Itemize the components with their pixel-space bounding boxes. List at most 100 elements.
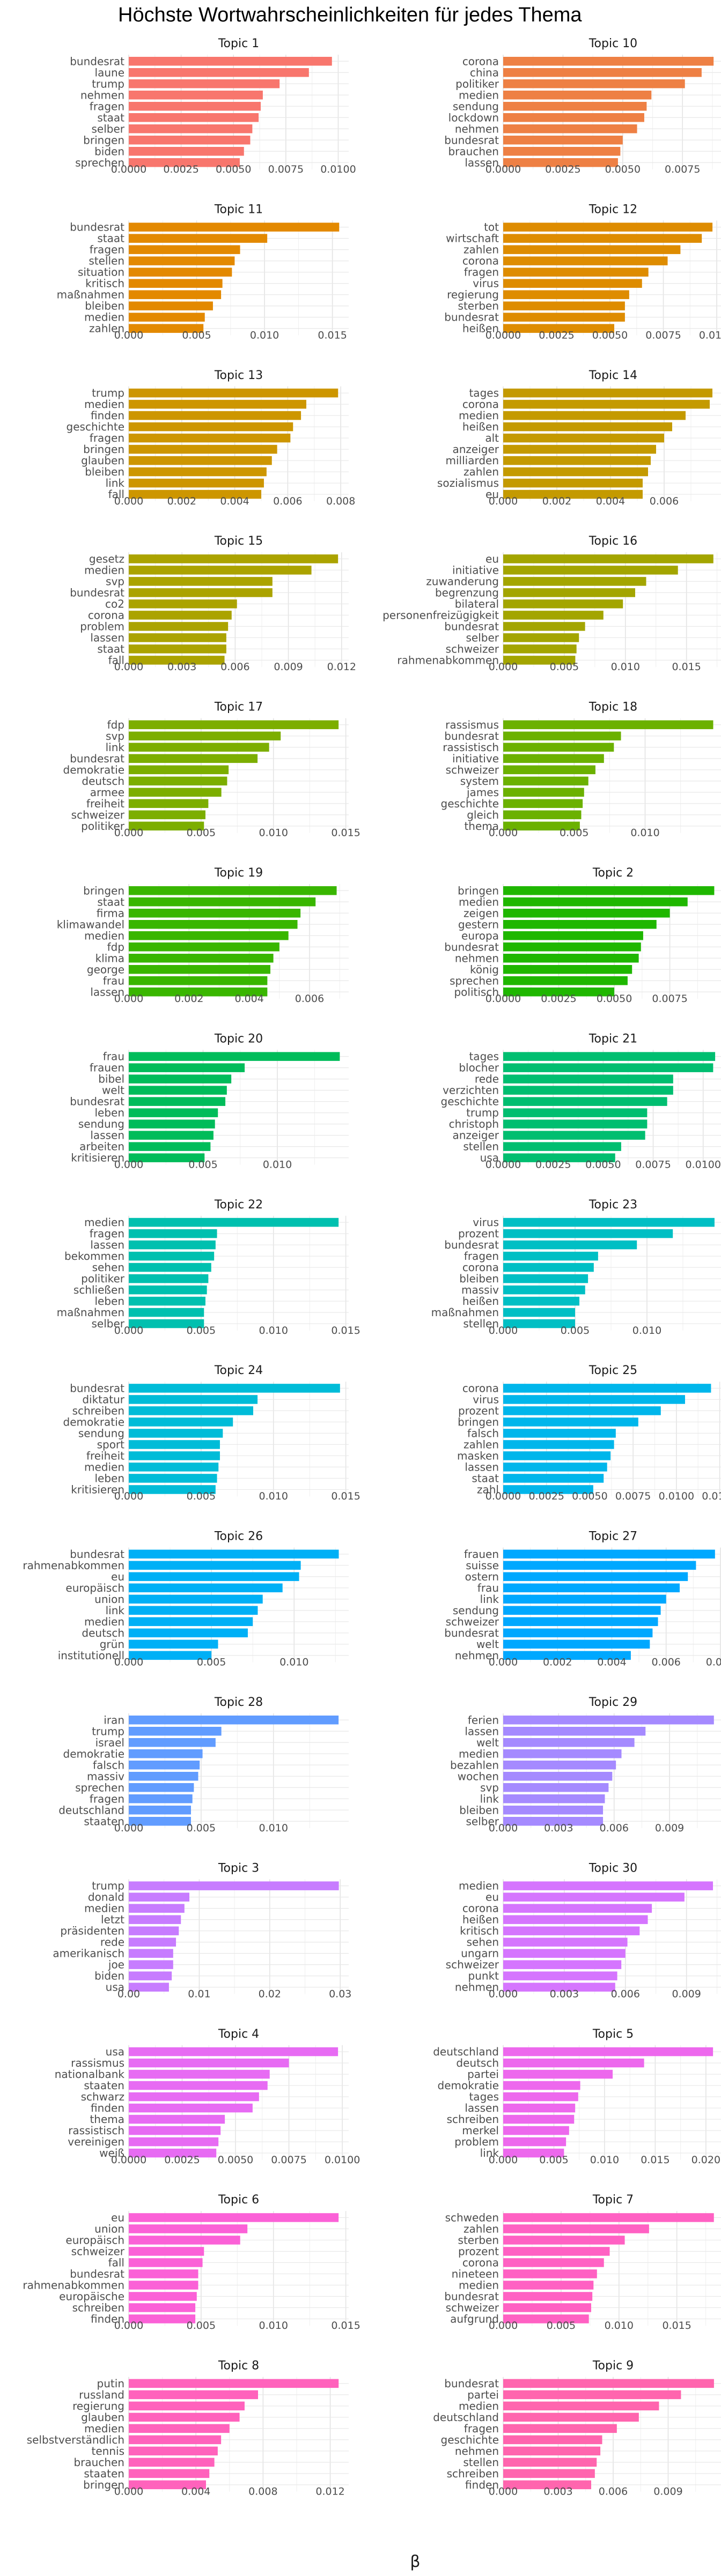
panel-title: Topic 9: [592, 2359, 634, 2373]
category-label: medien: [84, 1460, 124, 1473]
bar-demokratie: [129, 765, 229, 775]
bar-medien: [503, 1749, 622, 1758]
x-tick-label: 0.015: [331, 1490, 360, 1502]
category-label: zeigen: [464, 907, 499, 919]
panel-title: Topic 13: [214, 369, 263, 382]
category-label: lassen: [90, 1129, 124, 1142]
category-label: stellen: [89, 255, 124, 268]
bar-zahlen: [129, 324, 204, 333]
category-label: joe: [108, 1958, 124, 1971]
bar-blocher: [503, 1063, 713, 1072]
panel-topic-5: Topic 5 deutschlanddeutschparteidemokrati…: [433, 2028, 721, 2166]
category-label: union: [94, 2222, 124, 2235]
category-label: kritisieren: [71, 1152, 124, 1164]
bar-medien: [503, 2401, 659, 2411]
figure-title: Höchste Wortwahrscheinlichkeiten für jed…: [118, 4, 582, 26]
panel-topic-30: Topic 30 medieneucoronaheißenkritischsehe…: [446, 1861, 721, 2000]
panel-topic-10: Topic 10 coronachinapolitikermediensendun…: [444, 37, 721, 175]
bar-link: [129, 478, 264, 488]
panel-topic-18: Topic 18 rassismusbundesratrassistischini…: [441, 701, 721, 839]
x-tick-label: 0.03: [329, 1988, 351, 2000]
x-tick-label: 0.008: [706, 1657, 721, 1668]
category-label: staat: [97, 232, 124, 245]
category-label: frauen: [464, 1548, 499, 1561]
category-label: donald: [88, 1891, 124, 1904]
bar-medien: [129, 931, 289, 940]
bar-medien: [129, 1904, 185, 1913]
category-label: laune: [95, 66, 124, 79]
category-label: finden: [91, 409, 124, 422]
bar-bundesrat: [503, 136, 623, 145]
bar-trump: [129, 1881, 339, 1890]
bar-maßnahmen: [129, 1308, 204, 1317]
category-label: lockdown: [448, 111, 499, 124]
bar-corona: [503, 1263, 594, 1272]
category-label: welt: [476, 1638, 499, 1651]
category-label: trump: [92, 1880, 124, 1892]
x-tick-label: 0.0100: [659, 1490, 694, 1502]
category-label: medien: [459, 895, 499, 908]
bar-grün: [129, 1639, 218, 1649]
category-label: prozent: [458, 1227, 499, 1240]
bar-trump: [129, 79, 280, 88]
bar-frau: [503, 1583, 680, 1593]
category-label: bringen: [83, 2478, 124, 2491]
category-label: medien: [84, 2422, 124, 2435]
category-label: sendung: [78, 1427, 124, 1439]
x-tick-label: 0.002: [543, 1657, 572, 1668]
bar-fragen: [503, 2424, 617, 2433]
bar-europäische: [129, 2292, 197, 2301]
category-label: fragen: [90, 243, 124, 256]
category-label: regierung: [72, 2400, 124, 2412]
bar-bundesrat: [503, 731, 621, 741]
bar-biden: [129, 147, 244, 156]
x-tick-label: 0.0125: [702, 1490, 721, 1502]
panel-topic-2: Topic 2 bringenmedienzeigengesterneuropab…: [444, 866, 721, 1005]
bar-klimawandel: [129, 920, 298, 929]
category-label: aufgrund: [450, 2312, 499, 2325]
panel-topic-19: Topic 19 bringenstaatfirmaklimawandelmedi…: [57, 866, 349, 1005]
bar-system: [503, 776, 588, 786]
bar-fdp: [129, 942, 279, 952]
bar-medien: [503, 2281, 594, 2290]
bar-bleiben: [129, 467, 267, 477]
x-tick-label: 0.004: [596, 495, 625, 507]
bar-deutschland: [503, 2412, 639, 2422]
bar-medien: [129, 1218, 339, 1227]
category-label: link: [480, 1792, 499, 1805]
category-label: union: [94, 1593, 124, 1606]
x-tick-label: 0.010: [259, 1490, 288, 1502]
category-label: bundesrat: [444, 1238, 499, 1251]
bar-politiker: [503, 79, 685, 88]
panel-topic-23: Topic 23 virusprozentbundesratfragencoron…: [431, 1198, 721, 1337]
bar-sendung: [129, 1429, 223, 1438]
bar-gestern: [503, 920, 657, 929]
bar-link: [129, 743, 269, 752]
bar-zuwanderung: [503, 577, 646, 586]
category-label: initiative: [452, 563, 499, 576]
bar-sterben: [503, 301, 625, 310]
category-label: geschichte: [441, 797, 499, 810]
bar-iran: [129, 1716, 339, 1725]
category-label: christoph: [449, 1118, 499, 1131]
bar-bringen: [129, 136, 251, 145]
bar-finden: [503, 2480, 591, 2490]
x-tick-label: 0.000: [114, 1490, 143, 1502]
bar-schreiben: [503, 2469, 595, 2478]
bar-frauen: [503, 1549, 715, 1559]
category-label: fragen: [90, 100, 124, 113]
bar-freiheit: [129, 1451, 220, 1460]
category-label: finden: [91, 2102, 124, 2114]
bar-lassen: [129, 1240, 216, 1250]
bar-schweden: [503, 2213, 714, 2222]
category-label: medien: [84, 929, 124, 942]
bar-bundesrat: [503, 2292, 593, 2301]
category-label: bleiben: [459, 1272, 499, 1285]
bar-stellen: [503, 1319, 575, 1328]
bar-leben: [129, 1108, 218, 1117]
bar-zahlen: [503, 245, 681, 254]
bar-george: [129, 965, 270, 974]
bar-lockdown: [503, 113, 644, 122]
category-label: schreiben: [447, 2113, 499, 2126]
category-label: zahlen: [89, 322, 124, 335]
